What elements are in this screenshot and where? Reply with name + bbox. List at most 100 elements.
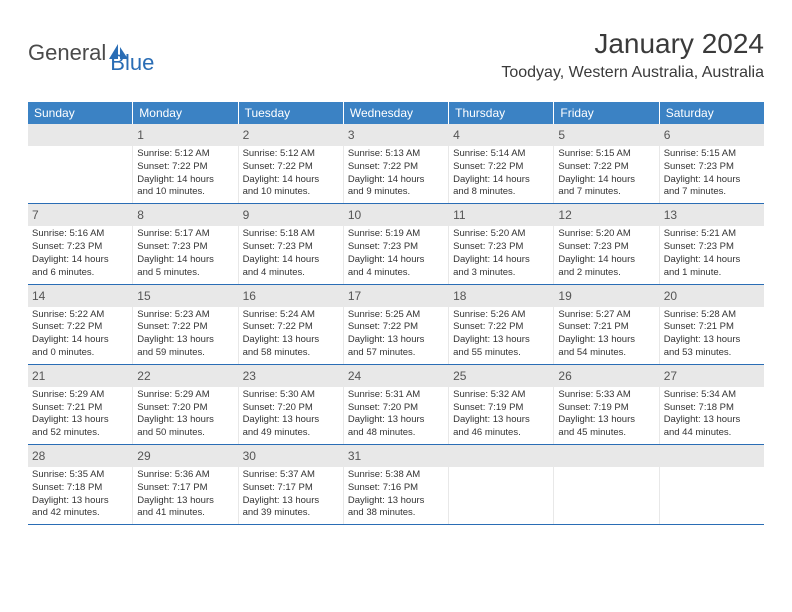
day-info-line: Daylight: 13 hours [137,334,233,347]
day-number: 18 [453,289,466,303]
day-sun-info: Sunrise: 5:20 AMSunset: 7:23 PMDaylight:… [558,228,654,279]
day-info-line: Sunset: 7:19 PM [558,402,654,415]
day-info-line: and 53 minutes. [664,347,760,360]
day-sun-info: Sunrise: 5:15 AMSunset: 7:23 PMDaylight:… [664,148,760,199]
day-sun-info: Sunrise: 5:13 AMSunset: 7:22 PMDaylight:… [348,148,444,199]
day-info-line: Daylight: 14 hours [32,254,128,267]
day-info-line: Sunset: 7:23 PM [243,241,339,254]
day-info-line: Sunset: 7:19 PM [453,402,549,415]
day-info-line: Sunset: 7:22 PM [453,161,549,174]
day-number: 29 [137,449,150,463]
day-info-line: Sunrise: 5:14 AM [453,148,549,161]
day-cell: 5Sunrise: 5:15 AMSunset: 7:22 PMDaylight… [554,124,659,203]
brand-logo: General Blue [28,30,154,76]
day-info-line: and 57 minutes. [348,347,444,360]
day-info-line: and 55 minutes. [453,347,549,360]
day-number: 27 [664,369,677,383]
day-sun-info: Sunrise: 5:17 AMSunset: 7:23 PMDaylight:… [137,228,233,279]
day-number: 24 [348,369,361,383]
day-info-line: and 4 minutes. [243,267,339,280]
day-sun-info: Sunrise: 5:19 AMSunset: 7:23 PMDaylight:… [348,228,444,279]
day-cell: 21Sunrise: 5:29 AMSunset: 7:21 PMDayligh… [28,365,133,444]
day-number-row: 10 [344,204,448,226]
day-sun-info: Sunrise: 5:15 AMSunset: 7:22 PMDaylight:… [558,148,654,199]
day-number: 7 [32,208,39,222]
day-sun-info: Sunrise: 5:36 AMSunset: 7:17 PMDaylight:… [137,469,233,520]
day-sun-info: Sunrise: 5:12 AMSunset: 7:22 PMDaylight:… [243,148,339,199]
day-cell: 25Sunrise: 5:32 AMSunset: 7:19 PMDayligh… [449,365,554,444]
day-info-line: and 50 minutes. [137,427,233,440]
day-info-line: Daylight: 14 hours [453,174,549,187]
day-cell: 19Sunrise: 5:27 AMSunset: 7:21 PMDayligh… [554,285,659,364]
day-cell: 17 Sunrise: 5:25 AMSunset: 7:22 PMDayligh… [344,285,449,364]
day-number: 1 [137,128,144,142]
day-cell: 7Sunrise: 5:16 AMSunset: 7:23 PMDaylight… [28,204,133,283]
day-number-row: 27 [660,365,764,387]
day-number-row [28,124,132,146]
day-info-line: Sunset: 7:22 PM [137,321,233,334]
day-cell: 18Sunrise: 5:26 AMSunset: 7:22 PMDayligh… [449,285,554,364]
day-info-line: Daylight: 14 hours [558,254,654,267]
day-number-row [449,445,553,467]
weekday-header-cell: Wednesday [344,102,449,124]
day-cell: 16Sunrise: 5:24 AMSunset: 7:22 PMDayligh… [239,285,344,364]
day-info-line: Daylight: 13 hours [32,495,128,508]
day-info-line: Sunset: 7:23 PM [664,161,760,174]
day-number-row: 22 [133,365,237,387]
day-info-line: Daylight: 14 hours [664,254,760,267]
day-number: 17 [348,289,361,303]
day-cell: 30Sunrise: 5:37 AMSunset: 7:17 PMDayligh… [239,445,344,524]
day-info-line: Daylight: 14 hours [137,254,233,267]
day-cell [449,445,554,524]
day-info-line: and 49 minutes. [243,427,339,440]
day-number: 11 [453,208,465,222]
day-info-line: and 44 minutes. [664,427,760,440]
day-info-line: Daylight: 14 hours [664,174,760,187]
day-info-line: Sunset: 7:22 PM [32,321,128,334]
day-sun-info: Sunrise: 5:32 AMSunset: 7:19 PMDaylight:… [453,389,549,440]
day-number: 28 [32,449,45,463]
day-number-row: 9 [239,204,343,226]
day-cell: 13Sunrise: 5:21 AMSunset: 7:23 PMDayligh… [660,204,764,283]
day-info-line: Sunset: 7:23 PM [348,241,444,254]
day-info-line: Sunrise: 5:30 AM [243,389,339,402]
day-info-line: Sunrise: 5:20 AM [453,228,549,241]
day-info-line: Daylight: 13 hours [137,495,233,508]
calendar-grid: SundayMondayTuesdayWednesdayThursdayFrid… [28,102,764,525]
day-info-line: Daylight: 13 hours [243,495,339,508]
day-info-line: Sunrise: 5:26 AM [453,309,549,322]
day-sun-info: Sunrise: 5:21 AMSunset: 7:23 PMDaylight:… [664,228,760,279]
day-number-row: 15 [133,285,237,307]
day-number-row: 4 [449,124,553,146]
day-info-line: Sunset: 7:22 PM [243,161,339,174]
day-info-line: Daylight: 13 hours [348,334,444,347]
day-sun-info: Sunrise: 5:30 AMSunset: 7:20 PMDaylight:… [243,389,339,440]
week-row: 21Sunrise: 5:29 AMSunset: 7:21 PMDayligh… [28,365,764,445]
weeks-container: 1 Sunrise: 5:12 AMSunset: 7:22 PMDaylight… [28,124,764,525]
day-info-line: Sunrise: 5:22 AM [32,309,128,322]
day-sun-info: Sunrise: 5:38 AMSunset: 7:16 PMDaylight:… [348,469,444,520]
day-info-line: Sunrise: 5:29 AM [137,389,233,402]
day-info-line: Sunrise: 5:34 AM [664,389,760,402]
day-cell [28,124,133,203]
day-info-line: Sunrise: 5:15 AM [558,148,654,161]
day-info-line: Sunset: 7:21 PM [32,402,128,415]
day-info-line: Daylight: 13 hours [664,334,760,347]
day-number-row: 18 [449,285,553,307]
day-sun-info: Sunrise: 5:25 AMSunset: 7:22 PMDaylight:… [348,309,444,360]
day-number: 3 [348,128,355,142]
day-cell: 24Sunrise: 5:31 AMSunset: 7:20 PMDayligh… [344,365,449,444]
day-info-line: Sunset: 7:21 PM [664,321,760,334]
day-number-row: 19 [554,285,658,307]
day-info-line: Sunrise: 5:35 AM [32,469,128,482]
day-cell: 10Sunrise: 5:19 AMSunset: 7:23 PMDayligh… [344,204,449,283]
day-info-line: Sunset: 7:22 PM [243,321,339,334]
day-info-line: and 39 minutes. [243,507,339,520]
day-number-row: 13 [660,204,764,226]
day-number: 12 [558,208,571,222]
day-number: 31 [348,449,361,463]
day-sun-info: Sunrise: 5:34 AMSunset: 7:18 PMDaylight:… [664,389,760,440]
week-row: 1 Sunrise: 5:12 AMSunset: 7:22 PMDaylight… [28,124,764,204]
day-cell: 8Sunrise: 5:17 AMSunset: 7:23 PMDaylight… [133,204,238,283]
day-info-line: Sunset: 7:17 PM [137,482,233,495]
